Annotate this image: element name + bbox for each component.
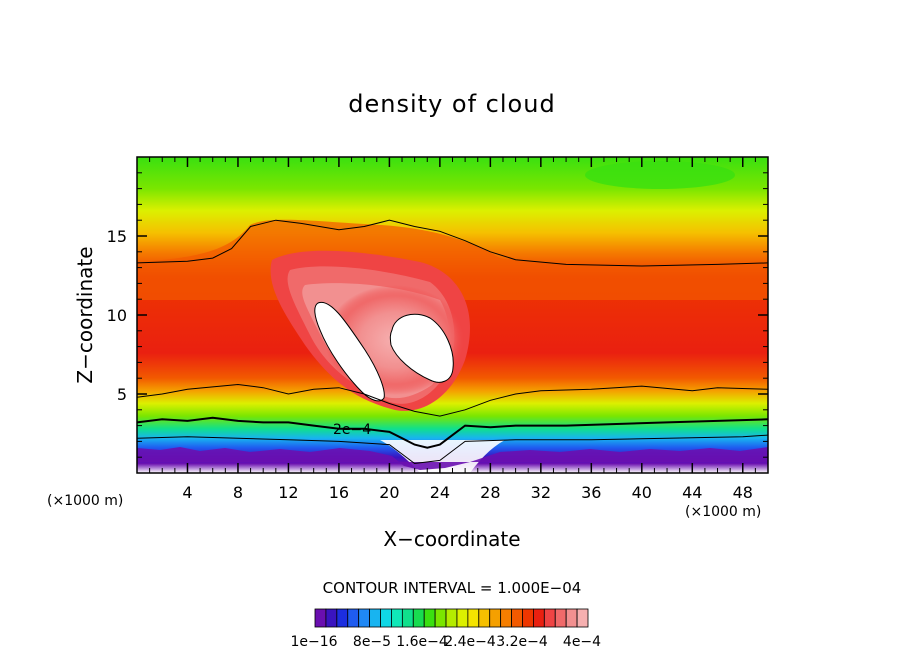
x-tick-label: 32 [531,483,551,502]
x-tick-label: 44 [682,483,702,502]
colorbar-swatch [565,608,578,628]
colorbar-swatch [445,608,458,628]
x-tick-label: 8 [233,483,243,502]
plot-field: 2e−4 [137,157,768,473]
x-tick-label: 48 [733,483,753,502]
colorbar-swatch [467,608,480,628]
field-ground-dip [380,440,505,473]
colorbar-swatch [380,608,392,628]
x-axis-label: X−coordinate [383,527,520,551]
colorbar-swatch [489,608,502,628]
y-axis-label: Z−coordinate [73,246,97,383]
colorbar-swatch [369,608,381,628]
colorbar-swatch [576,608,589,628]
contour-line [137,416,768,449]
x-tick-label: 24 [430,483,450,502]
colorbar-swatch [533,608,545,628]
x-tick-label: 36 [581,483,601,502]
colorbar-swatch [412,608,425,628]
colorbar-swatch [358,608,370,628]
colorbar-swatch [401,608,414,628]
x-tick-label: 28 [480,483,500,502]
colorbar-swatch [423,608,436,628]
colorbar-swatch [336,608,349,628]
x-unit-left: (×1000 m) [47,493,123,509]
x-tick-label: 40 [632,483,652,502]
x-tick-label: 16 [329,483,349,502]
white-core-left [314,301,385,402]
colorbar-label: 1.6e−4 [396,634,448,650]
colorbar-label: 1e−16 [290,634,337,650]
y-tick-label: 10 [107,306,127,325]
colorbar-swatch [554,608,567,628]
colorbar-swatch [391,608,403,628]
colorbar-label: 4e−4 [563,634,601,650]
colorbar [314,608,589,628]
field-top-patch [585,161,735,189]
contour-interval-text: CONTOUR INTERVAL = 1.000E−04 [323,579,582,597]
x-tick-label: 12 [278,483,298,502]
y-axis: 5 10 15 [107,172,768,458]
contour-lines [137,219,768,465]
chart-title: density of cloud [348,90,555,118]
colorbar-swatch [543,608,556,628]
colorbar-label: 2.4e−4 [444,634,496,650]
y-tick-label: 5 [117,385,127,404]
white-core-right [389,313,454,383]
colorbar-swatch [456,608,469,628]
colorbar-swatch [478,608,491,628]
colorbar-swatch [511,608,523,628]
x-tick-label: 4 [182,483,192,502]
colorbar-swatch [434,608,447,628]
x-tick-label: 20 [379,483,399,502]
contour-line [137,434,768,465]
x-unit-right: (×1000 m) [685,504,761,520]
contour-label: 2e−4 [333,422,371,438]
contour-line [137,383,768,417]
colorbar-swatch [325,608,338,628]
colorbar-swatch [347,608,360,628]
colorbar-label: 8e−5 [353,634,391,650]
colorbar-swatch [500,608,512,628]
colorbar-swatch [522,608,534,628]
colorbar-swatch [314,608,327,628]
y-tick-label: 15 [107,227,127,246]
x-axis: 4 8 12 16 20 24 28 32 36 40 44 48 [149,157,756,502]
contour-line [137,219,768,267]
colorbar-label: 3.2e−4 [496,634,548,650]
field-ground-strip [137,447,768,470]
colorbar-labels: 1e−16 8e−5 1.6e−42.4e−4 3.2e−4 4e−4 [290,634,601,650]
